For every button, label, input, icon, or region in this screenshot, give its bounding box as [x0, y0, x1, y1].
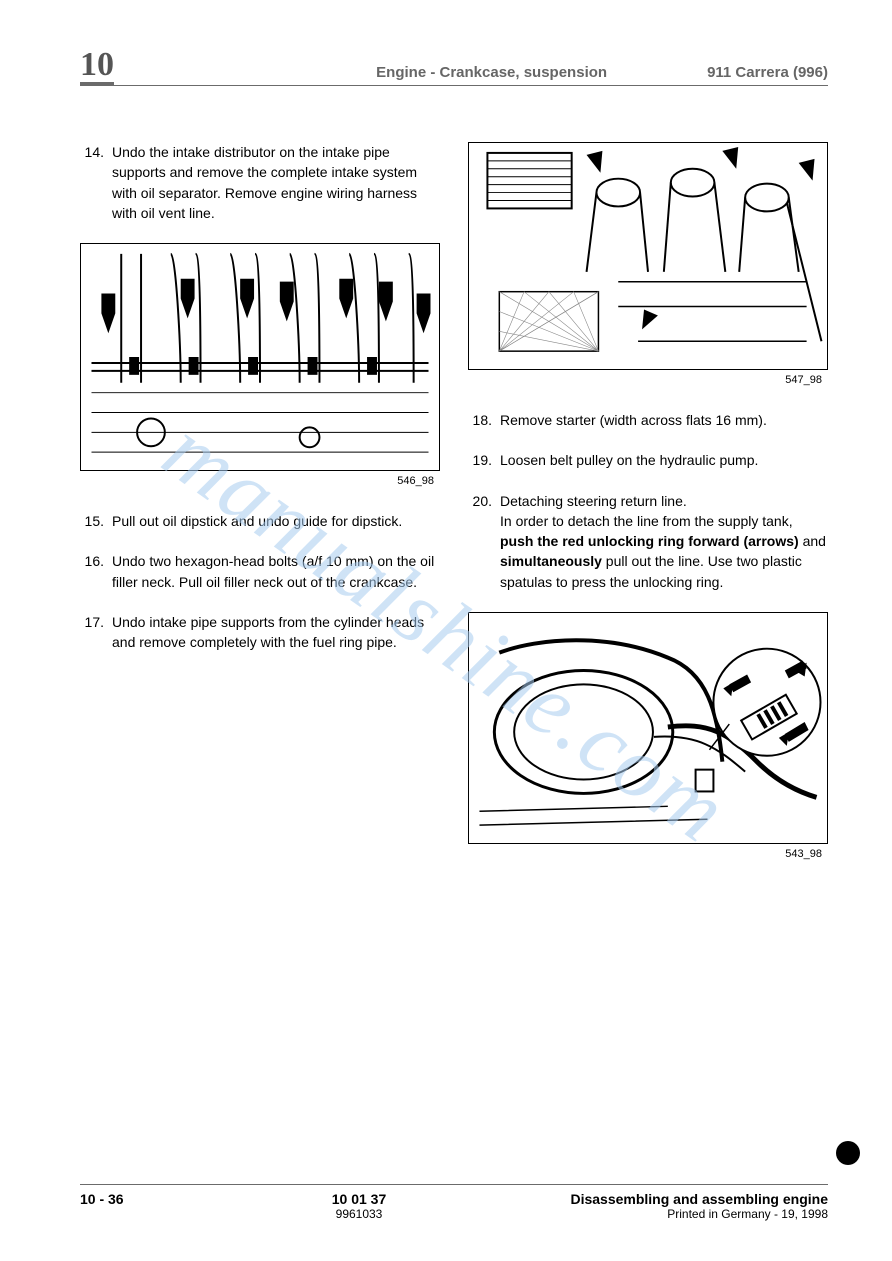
- step-text: Pull out oil dipstick and undo guide for…: [112, 511, 440, 531]
- header-title: Engine - Crankcase, suspension: [376, 64, 607, 83]
- steering-return-diagram-icon: [469, 613, 827, 843]
- page: manualshine.com 10 Engine - Crankcase, s…: [0, 0, 892, 1261]
- step-text: Loosen belt pulley on the hydraulic pump…: [500, 450, 828, 470]
- footer-center: 10 01 37 9961033: [160, 1191, 558, 1221]
- page-header: 10 Engine - Crankcase, suspension 911 Ca…: [80, 48, 828, 86]
- step-19: 19. Loosen belt pulley on the hydraulic …: [468, 450, 828, 470]
- figure-547-98: [468, 142, 828, 370]
- figure-546-98: [80, 243, 440, 471]
- footer-print-info: Printed in Germany - 19, 1998: [558, 1207, 828, 1221]
- footer-code: 10 01 37: [332, 1191, 387, 1207]
- step20-bold1: push the red unlocking ring forward (arr…: [500, 533, 799, 549]
- page-footer: 10 - 36 10 01 37 9961033 Disassembling a…: [80, 1184, 828, 1221]
- step20-mid: and: [799, 533, 826, 549]
- step-text: Remove starter (width across flats 16 mm…: [500, 410, 828, 430]
- right-column: 547_98 18. Remove starter (width across …: [468, 142, 828, 884]
- figure-caption: 546_98: [80, 475, 440, 487]
- step-number: 18.: [468, 410, 492, 430]
- figure-caption: 543_98: [468, 848, 828, 860]
- step-16: 16. Undo two hexagon-head bolts (a/f 10 …: [80, 551, 440, 592]
- footer-subcode: 9961033: [160, 1207, 558, 1221]
- step20-pre: In order to detach the line from the sup…: [500, 513, 793, 529]
- step-number: 14.: [80, 142, 104, 223]
- step20-bold2: simultaneously: [500, 553, 602, 569]
- engine-diagram-icon: [81, 244, 439, 470]
- left-column: 14. Undo the intake distributor on the i…: [80, 142, 440, 884]
- step-15: 15. Pull out oil dipstick and undo guide…: [80, 511, 440, 531]
- section-number: 10: [80, 48, 114, 85]
- step-20: 20. Detaching steering return line. In o…: [468, 491, 828, 592]
- step-18: 18. Remove starter (width across flats 1…: [468, 410, 828, 430]
- content-columns: 14. Undo the intake distributor on the i…: [80, 142, 828, 884]
- step-number: 19.: [468, 450, 492, 470]
- footer-right: Disassembling and assembling engine Prin…: [558, 1191, 828, 1221]
- figure-caption: 547_98: [468, 374, 828, 386]
- step-number: 17.: [80, 612, 104, 653]
- footer-title: Disassembling and assembling engine: [570, 1191, 828, 1207]
- intake-support-diagram-icon: [469, 143, 827, 369]
- step-text: Undo two hexagon-head bolts (a/f 10 mm) …: [112, 551, 440, 592]
- step-text: Undo the intake distributor on the intak…: [112, 142, 440, 223]
- step-text: Detaching steering return line. In order…: [500, 491, 828, 592]
- step-number: 16.: [80, 551, 104, 592]
- figure-543-98: [468, 612, 828, 844]
- step-text: Undo intake pipe supports from the cylin…: [112, 612, 440, 653]
- step-17: 17. Undo intake pipe supports from the c…: [80, 612, 440, 653]
- header-model: 911 Carrera (996): [707, 64, 828, 83]
- step20-line1: Detaching steering return line.: [500, 493, 687, 509]
- footer-page-number: 10 - 36: [80, 1191, 160, 1221]
- step-number: 20.: [468, 491, 492, 592]
- step-14: 14. Undo the intake distributor on the i…: [80, 142, 440, 223]
- page-dot-marker-icon: [836, 1141, 860, 1165]
- step-number: 15.: [80, 511, 104, 531]
